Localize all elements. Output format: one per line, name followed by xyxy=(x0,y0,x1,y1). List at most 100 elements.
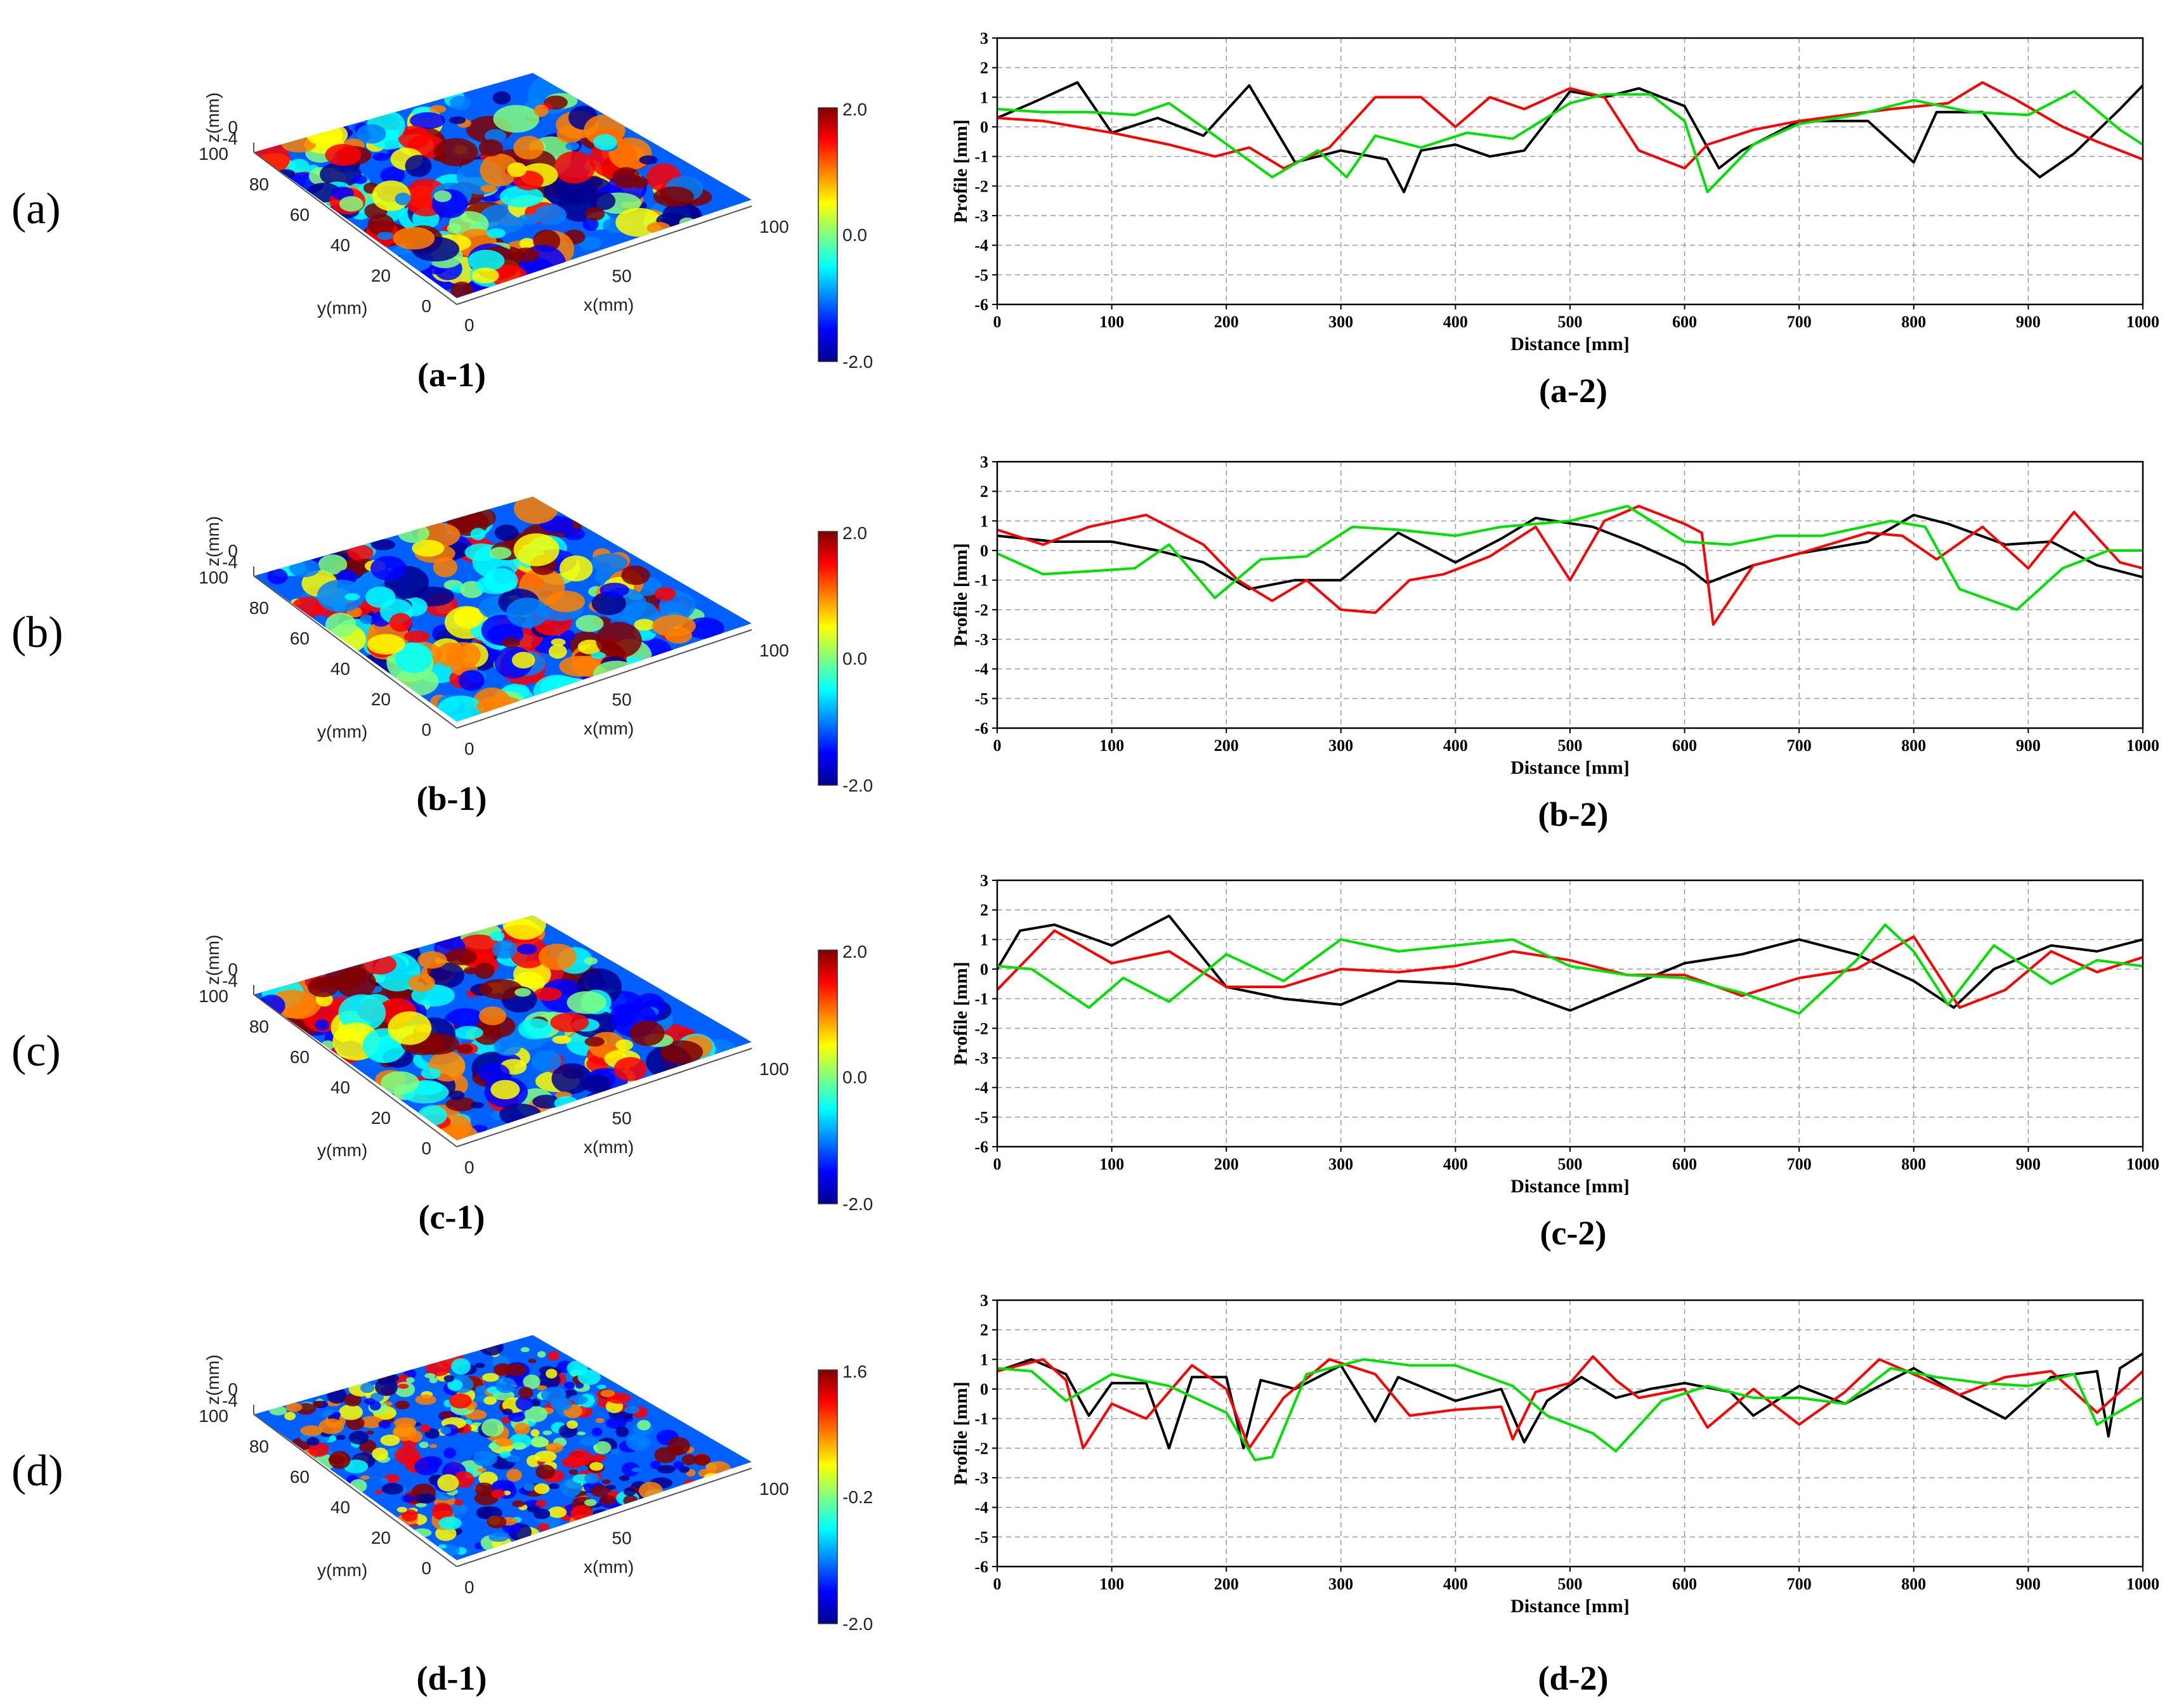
row-label: (b) xyxy=(11,608,63,657)
y-tick-label: 80 xyxy=(249,1017,269,1036)
y-tick-label: -5 xyxy=(974,266,988,284)
row-label: (d) xyxy=(11,1447,63,1496)
x-tick-label: 900 xyxy=(2016,313,2041,331)
x-tick-label: 50 xyxy=(612,1109,632,1128)
y-tick-label: 60 xyxy=(290,629,310,648)
x-tick-label: 100 xyxy=(1099,1155,1124,1173)
profile-series-1 xyxy=(996,915,2143,1012)
x-tick-label: 100 xyxy=(1099,736,1124,755)
x-tick-label: 500 xyxy=(1558,1575,1583,1593)
x-tick-label: 0 xyxy=(993,313,1002,331)
surface-height-map xyxy=(254,497,752,722)
y-tick-label: -6 xyxy=(974,1558,988,1576)
profile-series-3 xyxy=(997,923,2143,1015)
z-tick-label: -4 xyxy=(222,971,238,991)
y-tick-label: 100 xyxy=(199,986,228,1006)
x-tick-label: 900 xyxy=(2016,1575,2041,1593)
y-tick-label: 80 xyxy=(249,598,269,618)
y-axis-label: y(mm) xyxy=(317,1140,367,1160)
surface-caption: (a-1) xyxy=(417,356,486,394)
y-tick-label: 0 xyxy=(421,296,431,316)
x-tick-label: 600 xyxy=(1672,313,1697,331)
y-tick-label: 3 xyxy=(980,453,988,471)
x-tick-label: 50 xyxy=(612,1529,632,1548)
y-tick-label: 0 xyxy=(980,1380,988,1398)
y-tick-label: 80 xyxy=(249,1437,269,1456)
x-tick-label: 0 xyxy=(993,736,1002,755)
x-tick-label: 400 xyxy=(1443,1575,1468,1593)
y-tick-label: -1 xyxy=(974,148,988,166)
row-label: (a) xyxy=(11,185,61,233)
x-tick-label: 0 xyxy=(464,1577,474,1597)
x-axis-label: Distance [mm] xyxy=(1510,757,1629,778)
y-tick-label: -4 xyxy=(974,660,988,679)
gridlines xyxy=(997,1300,2143,1567)
x-tick-label: 200 xyxy=(1214,1575,1239,1593)
x-tick-label: 500 xyxy=(1558,313,1583,331)
x-tick-label: 800 xyxy=(1901,313,1926,331)
y-axis-label: y(mm) xyxy=(317,722,367,741)
x-tick-label: 50 xyxy=(612,690,632,710)
y-tick-label: -5 xyxy=(974,689,988,708)
row-label: (c) xyxy=(11,1027,61,1076)
surface-height-map xyxy=(254,1335,752,1560)
z-tick-label: -4 xyxy=(222,1391,238,1411)
surface-axes xyxy=(253,985,752,1147)
x-tick-label: 200 xyxy=(1214,736,1239,755)
y-tick-label: -2 xyxy=(974,601,988,619)
x-tick-label: 500 xyxy=(1558,1155,1583,1173)
y-tick-label: 0 xyxy=(421,720,431,740)
y-tick-label: 100 xyxy=(199,1406,228,1426)
surface-caption: (d-1) xyxy=(416,1659,487,1697)
surface-axes xyxy=(253,143,752,305)
y-tick-label: 40 xyxy=(330,659,350,679)
colorbar-mid-label: 0.0 xyxy=(842,225,867,245)
x-axis-label: x(mm) xyxy=(584,1557,634,1577)
y-axis-label: Profile [mm] xyxy=(952,119,971,223)
y-tick-label: 3 xyxy=(980,29,988,48)
y-tick-label: -4 xyxy=(974,1079,988,1097)
colorbar-min-label: -2.0 xyxy=(842,776,873,795)
y-tick-label: -2 xyxy=(974,1019,988,1038)
profile-series-1 xyxy=(997,1352,2144,1450)
x-tick-label: 800 xyxy=(1901,1155,1926,1173)
x-tick-label: 300 xyxy=(1328,1575,1353,1593)
x-tick-label: 0 xyxy=(464,739,474,759)
x-tick-label: 0 xyxy=(993,1575,1002,1593)
y-tick-label: 40 xyxy=(330,235,350,255)
z-tick-label: 0 xyxy=(228,541,238,561)
y-tick-label: -1 xyxy=(974,990,988,1008)
z-axis-label: z(mm) xyxy=(203,93,223,143)
y-tick-label: 0 xyxy=(421,1558,431,1578)
x-tick-label: 300 xyxy=(1328,1155,1353,1173)
x-tick-label: 0 xyxy=(464,315,474,335)
y-tick-label: 100 xyxy=(199,144,228,164)
y-tick-label: 80 xyxy=(249,174,269,194)
profile-series-3 xyxy=(997,90,2144,193)
profile-series-2 xyxy=(997,81,2143,170)
x-axis-label: x(mm) xyxy=(584,719,634,738)
y-tick-label: 20 xyxy=(371,1108,391,1128)
x-tick-label: 100 xyxy=(1099,313,1124,331)
y-tick-label: 40 xyxy=(330,1497,350,1517)
profile-chart: 3 2 1 0 -1 -2 -3 -4 -5 -6 0 100 200 300 400 500 600 700 80… xyxy=(952,871,2159,1197)
colorbar-max-label: 1.6 xyxy=(842,1362,867,1381)
colorbar-mid-label: -0.2 xyxy=(842,1487,873,1507)
profile-series-3 xyxy=(997,1358,2144,1461)
z-tick-label: -4 xyxy=(222,129,238,148)
z-tick-label: 0 xyxy=(228,117,238,137)
y-tick-label: 3 xyxy=(980,871,988,890)
profile-chart: 3 2 1 0 -1 -2 -3 -4 -5 -6 0 100 200 300 400 500 600 700 80… xyxy=(952,453,2159,778)
x-axis-label: Distance [mm] xyxy=(1510,334,1629,355)
z-tick-label: 0 xyxy=(228,1379,238,1399)
x-tick-label: 100 xyxy=(759,1479,789,1499)
surface-axes xyxy=(253,566,752,729)
x-tick-label: 0 xyxy=(993,1155,1002,1173)
colorbar-min-label: -2.0 xyxy=(842,1614,873,1634)
colorbar xyxy=(818,1369,838,1624)
y-tick-label: 1 xyxy=(980,930,988,949)
x-tick-label: 1000 xyxy=(2126,1155,2159,1173)
profile-caption: (b-2) xyxy=(1538,795,1609,833)
